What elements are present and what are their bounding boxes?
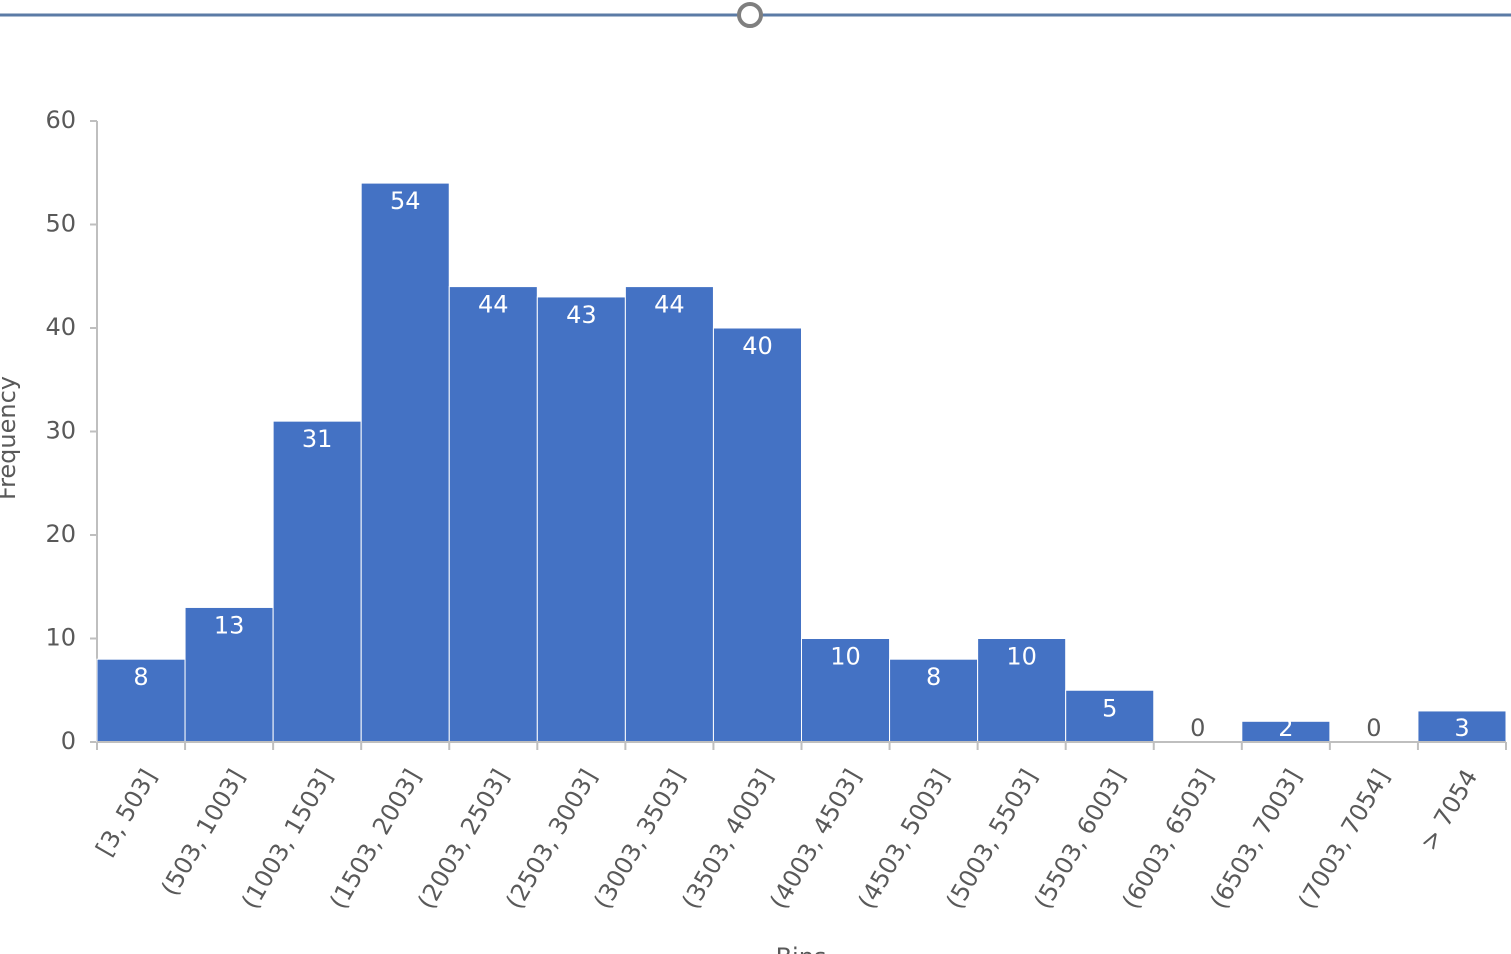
- x-tick-label: (4503, 5003]: [853, 765, 955, 914]
- data-label: 44: [478, 291, 509, 319]
- bar: [536, 296, 626, 743]
- x-tick-label: (1503, 2003]: [324, 765, 426, 914]
- bar: [712, 327, 802, 743]
- y-tick-label: 10: [45, 624, 76, 652]
- x-tick-label: (5503, 6003]: [1029, 765, 1131, 914]
- data-label: 5: [1102, 694, 1117, 722]
- data-label: 43: [566, 301, 597, 329]
- data-label: 40: [742, 332, 773, 360]
- x-tick-label: (3003, 3503]: [588, 765, 690, 914]
- data-label: 3: [1454, 714, 1469, 742]
- x-tick-label: (2003, 2503]: [412, 765, 514, 914]
- bar: [272, 420, 362, 743]
- x-tick-label: (6503, 7003]: [1205, 765, 1307, 914]
- x-tick-label: (5003, 5503]: [941, 765, 1043, 914]
- x-tick-label: (1003, 1503]: [236, 765, 338, 914]
- x-tick-label: (4003, 4503]: [764, 765, 866, 914]
- x-tick-label: (7003, 7054]: [1293, 765, 1395, 914]
- x-axis-title: Bins: [776, 943, 827, 954]
- data-label: 0: [1366, 714, 1381, 742]
- bar: [448, 286, 538, 743]
- x-tick-label: (503, 1003]: [156, 765, 251, 901]
- data-label: 10: [830, 643, 861, 671]
- bar: [1417, 710, 1507, 743]
- x-tick-label: [3, 503]: [91, 765, 163, 861]
- data-label: 44: [654, 291, 685, 319]
- bar: [360, 182, 450, 743]
- y-tick-label: 0: [61, 727, 76, 755]
- x-tick-label: > 7054: [1415, 765, 1484, 856]
- data-label: 54: [390, 187, 421, 215]
- y-tick-label: 60: [45, 106, 76, 134]
- data-label: 8: [133, 663, 148, 691]
- resize-handle[interactable]: [737, 2, 763, 28]
- y-tick-label: 50: [45, 210, 76, 238]
- y-tick-label: 30: [45, 417, 76, 445]
- x-tick-label: (2503, 3003]: [500, 765, 602, 914]
- data-label: 8: [926, 663, 941, 691]
- bar: [1065, 689, 1155, 743]
- y-axis-title: Frequency: [0, 376, 21, 500]
- x-tick-label: (6003, 6503]: [1117, 765, 1219, 914]
- data-label: 10: [1006, 643, 1037, 671]
- data-label: 0: [1190, 714, 1205, 742]
- y-tick-label: 40: [45, 313, 76, 341]
- bar: [624, 286, 714, 743]
- data-label: 2: [1278, 714, 1293, 742]
- y-tick-label: 20: [45, 520, 76, 548]
- data-label: 13: [214, 611, 245, 639]
- x-tick-label: (3503, 4003]: [676, 765, 778, 914]
- data-label: 31: [302, 425, 333, 453]
